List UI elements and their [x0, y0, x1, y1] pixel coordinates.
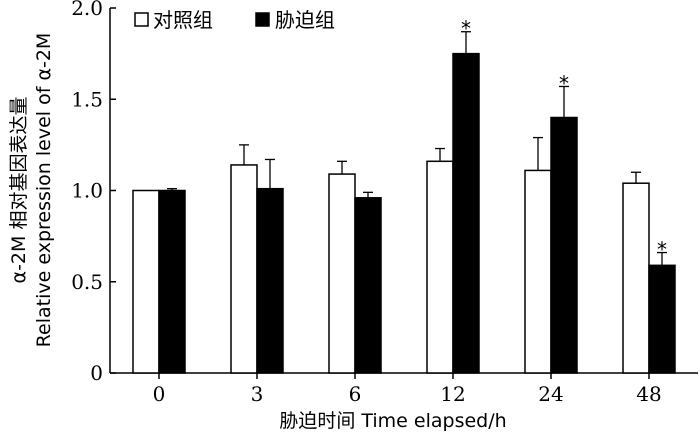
legend-swatch-control	[134, 12, 149, 27]
y-tick-label-1: 0.5	[71, 270, 103, 294]
y-axis-title: α-2M 相对基因表达量 Relative expression level o…	[8, 33, 55, 348]
bar-stress-12	[452, 52, 480, 374]
x-tick-label-2: 6	[349, 382, 362, 406]
legend-swatch-stress	[255, 12, 270, 27]
plot-area: 0 0.5 1.0 1.5 2.0 0 3 6 12 * 24 * 48 *	[71, 0, 698, 406]
bar-stress-0	[158, 189, 186, 374]
significance-marker-12: *	[461, 17, 471, 41]
x-axis-title: 胁迫时间 Time elapsed/h	[279, 410, 506, 432]
x-tick-label-5: 48	[636, 382, 661, 406]
bar-control-12	[426, 160, 454, 374]
legend: 对照组 胁迫组	[134, 8, 335, 32]
x-tick-label-0: 0	[153, 382, 166, 406]
bar-control-6	[328, 173, 356, 374]
x-tick-label-1: 3	[251, 382, 264, 406]
y-tick-label-3: 1.5	[71, 87, 103, 111]
bar-stress-3	[256, 187, 284, 374]
legend-label-stress: 胁迫组	[275, 8, 335, 32]
bar-control-0	[132, 189, 160, 374]
y-tick-label-0: 0	[90, 361, 103, 385]
y-axis-title-line2: Relative expression level of α-2M	[33, 33, 55, 348]
y-tick-label-2: 1.0	[71, 179, 103, 203]
legend-label-control: 对照组	[153, 8, 213, 32]
y-tick-label-4: 2.0	[71, 0, 103, 20]
significance-marker-48: *	[657, 238, 667, 262]
x-tick-label-3: 12	[440, 382, 465, 406]
bar-control-3	[230, 164, 258, 374]
bar-stress-48	[648, 264, 676, 374]
x-tick-label-4: 24	[538, 382, 563, 406]
bar-control-48	[622, 182, 650, 374]
significance-marker-24: *	[559, 71, 569, 95]
bar-stress-24	[550, 116, 578, 374]
bar-control-24	[524, 169, 552, 374]
y-axis-title-line1: α-2M 相对基因表达量	[8, 97, 30, 284]
bar-stress-6	[354, 197, 382, 374]
